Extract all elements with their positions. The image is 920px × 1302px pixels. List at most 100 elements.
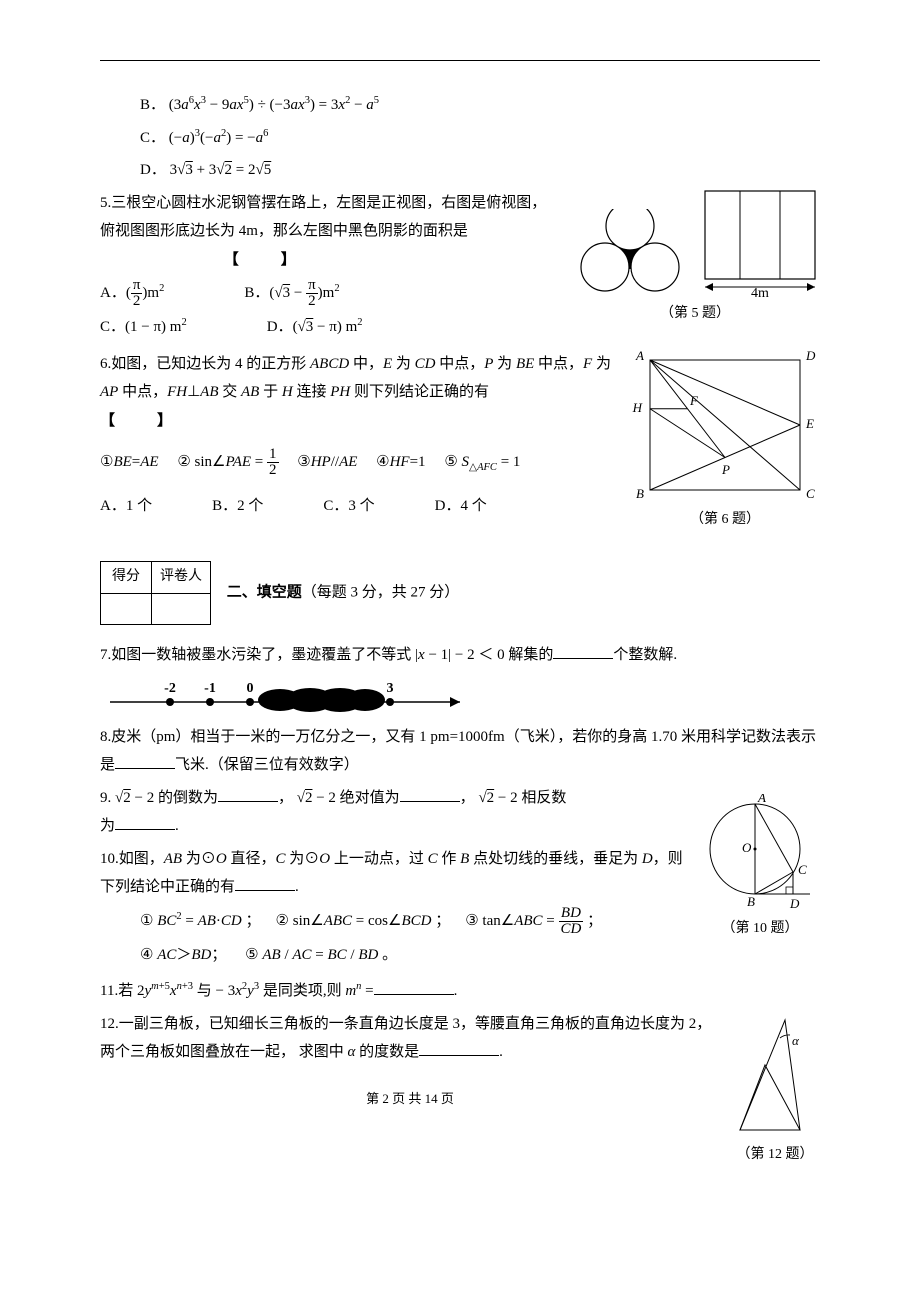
svg-text:O: O (742, 840, 752, 855)
svg-text:H: H (632, 400, 643, 415)
svg-text:-1: -1 (204, 681, 216, 696)
q7-blank (553, 643, 613, 659)
q7-numberline: -2 -1 0 3 (100, 674, 820, 719)
q10-text-b: . (295, 879, 299, 895)
svg-text:A: A (635, 350, 644, 363)
q9-e: √2 − 2 相反数 (478, 790, 566, 806)
q10-statements2: ④ AC＞BD； ⑤ AB / AC = BC / BD 。 (140, 941, 820, 970)
sec2-note: （每题 3 分，共 27 分） (302, 585, 460, 601)
score-blank1 (101, 593, 152, 625)
fig10: O A B C D （第 10 题） (700, 794, 820, 943)
q4-optC-math: (−a)3(−a2) = −a6 (169, 130, 269, 146)
q7-text-a: 如图一数轴被墨水污染了，墨迹覆盖了不等式 |x − 1| − 2 ＜ 0 解集的 (111, 647, 553, 663)
q6-s4: ④HF=1 (376, 454, 425, 470)
q12-num: 12. (100, 1016, 119, 1032)
fig5-caption: （第 5 题） (570, 301, 820, 328)
score-table: 得分评卷人 (100, 561, 211, 625)
svg-text:B: B (747, 894, 755, 909)
q11-num: 11. (100, 983, 118, 999)
q5-optD: D．(√3 − π) m2 (267, 313, 363, 342)
q8-blank (115, 753, 175, 769)
q10-s4: ④ AC＞BD； (140, 947, 226, 963)
svg-text:A: A (757, 794, 766, 805)
svg-text:D: D (789, 896, 800, 911)
q5-num: 5. (100, 195, 111, 211)
page-footer: 第 2 页 共 14 页 (100, 1087, 820, 1112)
q10-s1: ① BC2 = AB·CD ； (140, 913, 261, 929)
fig10-caption: （第 10 题） (700, 916, 820, 943)
svg-text:0: 0 (247, 681, 254, 696)
q9-e2: 为 (100, 818, 115, 834)
q10-num: 10. (100, 851, 119, 867)
q7-text-b: 个整数解. (613, 647, 677, 663)
q5-opts-row2: C．(1 − π) m2 D．(√3 − π) m2 (100, 313, 560, 342)
q8-text-b: 飞米.（保留三位有效数字） (175, 757, 359, 773)
q4-optC-lead: C． (140, 130, 165, 146)
q6-text: 如图，已知边长为 4 的正方形 ABCD 中，E 为 CD 中点，P 为 BE … (100, 356, 611, 401)
q9-num: 9. (100, 790, 111, 806)
score-blank2 (152, 593, 211, 625)
q5-optC: C．(1 − π) m2 (100, 313, 187, 342)
q6-optB: B．2 个 (212, 492, 263, 521)
q12-blank (419, 1040, 499, 1056)
q9-a: √2 − 2 的倒数为 (115, 790, 218, 806)
fig6-caption: （第 6 题） (630, 507, 820, 534)
q9-b2 (400, 786, 460, 802)
svg-text:C: C (806, 486, 815, 501)
q11-text-a: 若 2ym+5xn+3 与 − 3x2y3 是同类项,则 mn = (118, 983, 373, 999)
q6-optD: D．4 个 (435, 492, 487, 521)
svg-text:P: P (721, 462, 730, 477)
q8-num: 8. (100, 729, 111, 745)
q11-blank (374, 979, 454, 995)
q9-b3 (115, 814, 175, 830)
sec2-title: 二、填空题 (227, 585, 302, 601)
q6-optA: A．1 个 (100, 492, 152, 521)
q4-optD: D． 3√3 + 3√2 = 2√5 (140, 156, 820, 185)
q6-opts: A．1 个 B．2 个 C．3 个 D．4 个 (100, 492, 620, 521)
q6-s1: ①BE=AE (100, 454, 159, 470)
q6-bracket: 【 】 (100, 407, 176, 436)
q4-optC: C． (−a)3(−a2) = −a6 (140, 124, 820, 153)
fig5-top-view: 4m (700, 189, 820, 299)
svg-text:3: 3 (387, 681, 394, 696)
fig5-4m-label: 4m (751, 286, 769, 299)
q10-s5: ⑤ AB / AC = BC / BD 。 (245, 947, 397, 963)
q4-optB-lead: B． (140, 97, 165, 113)
svg-text:F: F (689, 393, 699, 408)
q9-b1 (218, 786, 278, 802)
q10-text-a: 如图，AB 为⊙O 直径，C 为⊙O 上一动点，过 C 作 B 点处切线的垂线，… (100, 851, 683, 896)
q8: 8.皮米（pm）相当于一米的一万亿分之一，又有 1 pm=1000fm（飞米），… (100, 723, 820, 780)
q5-optA: A．(π2)m2 (100, 278, 164, 309)
q5-text: 三根空心圆柱水泥钢管摆在路上，左图是正视图，右图是俯视图，俯视图图形底边长为 4… (100, 195, 546, 240)
fig12: α （第 12 题） (730, 1010, 820, 1169)
svg-text:α: α (792, 1033, 800, 1048)
score-c2: 评卷人 (152, 562, 211, 594)
fig5-front-view (570, 209, 690, 299)
q12: 12.一副三角板，已知细长三角板的一条直角边长度是 3，等腰直角三角板的直角边长… (100, 1010, 820, 1067)
svg-text:D: D (805, 350, 816, 363)
q4-optB: B． (3a6x3 − 9ax5) ÷ (−3ax3) = 3x2 − a5 (140, 91, 820, 120)
q5-opts-row1: A．(π2)m2 B．(√3 − π2)m2 (100, 278, 560, 309)
q6-s3: ③HP//AE (297, 454, 357, 470)
q9-c: √2 − 2 绝对值为 (297, 790, 400, 806)
svg-text:E: E (805, 416, 814, 431)
score-c1: 得分 (101, 562, 152, 594)
q6-s2: ② sin∠PAE = 12 (177, 454, 278, 470)
fig12-caption: （第 12 题） (730, 1142, 820, 1169)
q4-optB-math: (3a6x3 − 9ax5) ÷ (−3ax3) = 3x2 − a5 (169, 97, 379, 113)
q11: 11.若 2ym+5xn+3 与 − 3x2y3 是同类项,则 mn =. (100, 977, 820, 1006)
q11-text-b: . (454, 983, 458, 999)
q10-s3: ③ tan∠ABC = BDCD ； (465, 913, 602, 929)
q5-bracket: 【 】 (224, 246, 300, 275)
q12-text-b: . (499, 1044, 503, 1060)
q10-blank (235, 875, 295, 891)
svg-text:B: B (636, 486, 644, 501)
q5-optB: B．(√3 − π2)m2 (244, 278, 339, 309)
q6-num: 6. (100, 356, 111, 372)
q12-text-a: 一副三角板，已知细长三角板的一条直角边长度是 3，等腰直角三角板的直角边长度为 … (100, 1016, 711, 1061)
q6-s5: ⑤ S△AFC = 1 (444, 454, 520, 470)
q7: 7.如图一数轴被墨水污染了，墨迹覆盖了不等式 |x − 1| − 2 ＜ 0 解… (100, 641, 820, 670)
q6-optC: C．3 个 (323, 492, 374, 521)
top-rule (100, 60, 820, 61)
q4-optD-math: 3√3 + 3√2 = 2√5 (170, 162, 272, 178)
